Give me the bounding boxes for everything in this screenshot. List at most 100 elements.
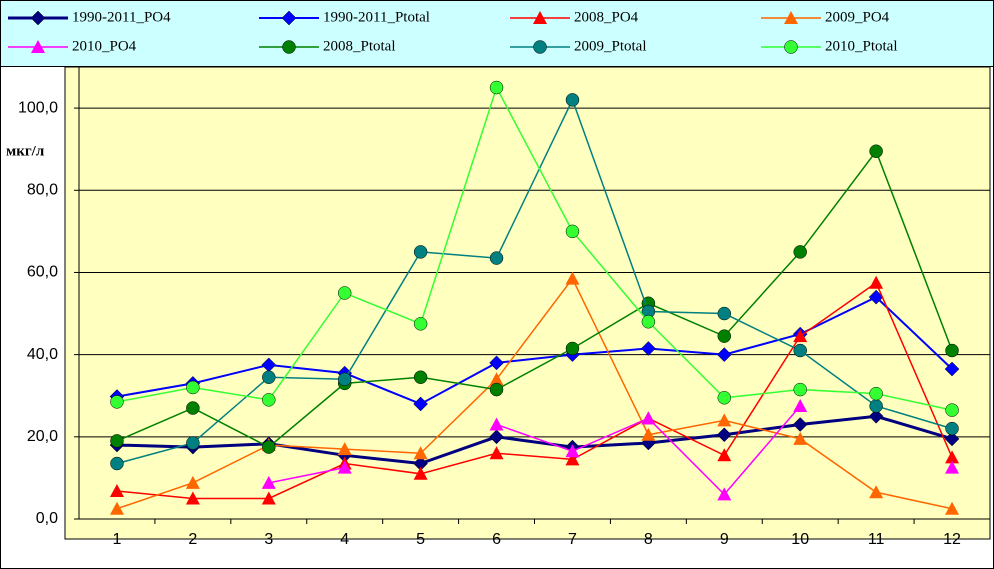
data-point — [868, 408, 884, 424]
data-point — [869, 144, 883, 158]
data-point — [489, 382, 504, 397]
data-point — [944, 361, 960, 377]
data-point — [945, 343, 959, 358]
data-point — [717, 448, 732, 462]
legend-label: 2010_PO4 — [72, 38, 137, 54]
data-point — [945, 403, 959, 417]
legend-label: 1990-2011_Ptotal — [323, 9, 430, 25]
data-point — [337, 372, 352, 387]
data-point — [793, 382, 807, 397]
data-point — [413, 370, 428, 384]
data-point — [489, 80, 504, 95]
data-point — [489, 372, 504, 386]
data-point — [565, 452, 580, 466]
plot-area — [64, 66, 991, 540]
x-tick-label: 9 — [720, 531, 729, 548]
legend-marker — [784, 11, 798, 24]
x-tick-label: 8 — [644, 531, 653, 548]
series-line — [116, 414, 953, 466]
series-line — [116, 85, 953, 411]
data-point — [717, 391, 732, 405]
data-point — [186, 401, 200, 415]
legend-marker — [533, 11, 547, 24]
x-tick-label: 12 — [943, 531, 961, 548]
y-tick-label: 80,0 — [27, 181, 58, 198]
data-point — [641, 427, 656, 441]
x-tick-label: 2 — [188, 531, 197, 548]
data-point — [413, 466, 428, 480]
data-point — [565, 93, 580, 107]
y-tick-label: 100,0 — [18, 99, 58, 116]
data-point — [110, 456, 124, 471]
data-point — [261, 475, 276, 489]
legend-label: 2008_PO4 — [574, 9, 639, 25]
data-point — [945, 501, 960, 515]
data-point — [641, 411, 656, 425]
data-point — [716, 427, 732, 443]
data-point — [717, 487, 732, 501]
legend-box — [0, 0, 994, 67]
data-point — [716, 347, 732, 362]
y-tick-label: 0,0 — [36, 510, 58, 527]
y-tick-label: 40,0 — [27, 346, 58, 363]
data-point — [489, 446, 504, 460]
data-point — [489, 251, 504, 265]
data-point — [565, 271, 580, 285]
x-tick-label: 11 — [868, 531, 885, 548]
data-point — [793, 245, 807, 259]
data-point — [869, 275, 884, 289]
data-point — [262, 393, 276, 407]
series-line — [116, 97, 953, 465]
data-point — [793, 399, 808, 412]
series-line — [116, 281, 953, 500]
x-tick-label: 3 — [264, 531, 273, 548]
data-point — [185, 491, 200, 505]
legend-label: 2010_Ptotal — [825, 38, 898, 54]
data-point — [337, 460, 352, 474]
data-point — [489, 417, 504, 431]
legend-marker — [533, 40, 547, 54]
data-point — [565, 444, 580, 458]
legend-marker — [784, 40, 798, 54]
data-point — [944, 431, 960, 447]
legend-marker — [31, 40, 45, 53]
data-point — [869, 399, 883, 413]
data-point — [261, 491, 276, 505]
data-point — [185, 475, 200, 489]
x-tick-label: 4 — [340, 531, 349, 548]
x-tick-label: 10 — [791, 531, 809, 548]
data-point — [110, 395, 124, 409]
data-point — [262, 370, 276, 384]
series-line — [116, 149, 953, 448]
x-tick-label: 5 — [416, 531, 425, 548]
legend-marker — [281, 10, 297, 26]
data-point — [869, 485, 884, 499]
data-point — [337, 286, 352, 300]
data-point — [110, 434, 124, 448]
data-point — [186, 380, 200, 395]
x-tick-label: 7 — [568, 531, 577, 548]
data-point — [793, 329, 808, 343]
data-point — [945, 460, 960, 474]
data-point — [413, 396, 428, 412]
data-point — [413, 317, 428, 331]
legend-marker — [30, 10, 46, 26]
data-point — [413, 245, 428, 259]
data-point — [945, 450, 960, 464]
x-tick-label: 1 — [113, 531, 122, 548]
legend-label: 2008_Ptotal — [323, 38, 396, 54]
data-point — [793, 343, 807, 358]
data-point — [945, 421, 959, 436]
data-point — [489, 355, 504, 371]
data-point — [641, 315, 656, 329]
data-point — [489, 429, 504, 445]
data-point — [565, 224, 580, 239]
data-point — [109, 501, 124, 515]
legend-label: 1990-2011_PO4 — [72, 9, 171, 25]
data-point — [793, 431, 808, 445]
data-point — [565, 341, 580, 356]
series-line — [116, 277, 953, 510]
legend-label: 2009_Ptotal — [574, 38, 647, 54]
x-tick-label: 6 — [492, 531, 501, 548]
